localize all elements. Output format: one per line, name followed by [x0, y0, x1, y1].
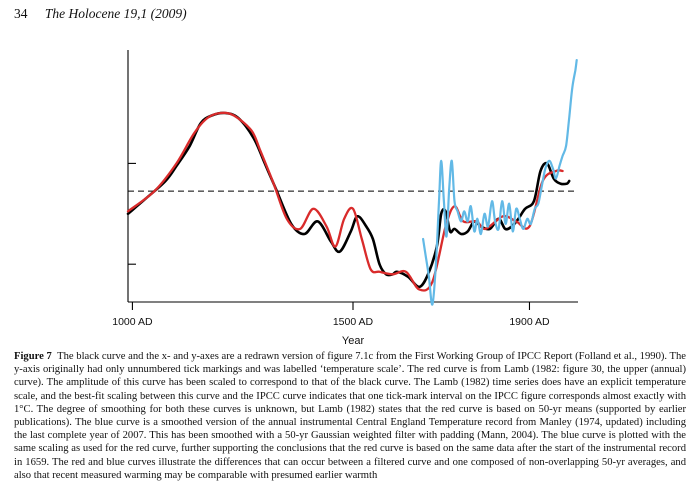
x-axis-label: Year — [342, 335, 365, 347]
caption-text: The black curve and the x- and y-axes ar… — [14, 351, 686, 481]
axis-labels: 1000 AD 1500 AD 1900 AD Year — [112, 316, 550, 347]
x-tick-label: 1900 AD — [509, 316, 550, 328]
series-blue-line — [422, 59, 578, 306]
x-tick-label: 1000 AD — [112, 316, 153, 328]
journal-citation: The Holocene 19,1 (2009) — [44, 6, 187, 21]
figure-caption: Figure 7 The black curve and the x- and … — [14, 350, 686, 482]
series-red-line — [126, 111, 564, 292]
chart-axes — [127, 50, 578, 310]
caption-label: Figure 7 — [14, 351, 52, 362]
series-group — [126, 59, 578, 306]
series-black-line — [126, 111, 571, 289]
x-tick-label: 1500 AD — [333, 316, 374, 328]
figure-chart: 1000 AD 1500 AD 1900 AD Year — [112, 50, 578, 347]
running-head: 34 The Holocene 19,1 (2009) — [14, 6, 187, 22]
page-number: 34 — [14, 6, 28, 21]
